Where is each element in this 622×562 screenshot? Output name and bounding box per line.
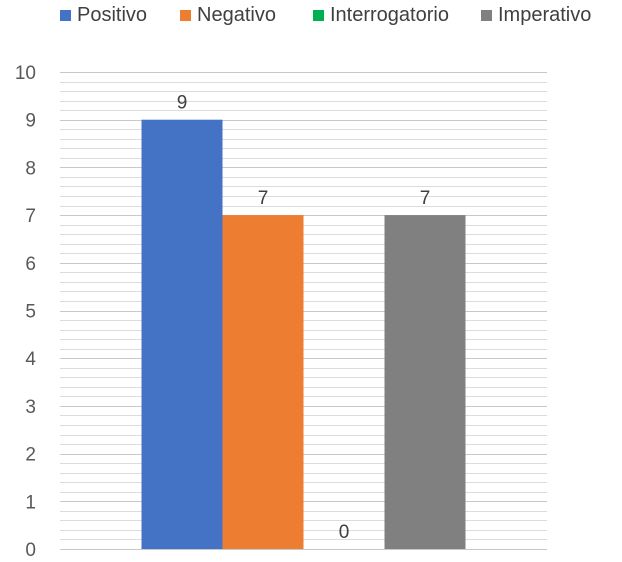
bar-negativo: [222, 215, 304, 549]
legend-swatch-positivo: [60, 10, 71, 21]
legend: Positivo Negativo Interrogatorio Imperat…: [0, 4, 622, 32]
legend-swatch-negativo: [180, 10, 191, 21]
data-label-positivo: 9: [177, 93, 188, 114]
y-tick-label: 5: [25, 302, 36, 323]
y-tick-label: 9: [25, 111, 36, 132]
bar-positivo: [141, 119, 223, 549]
y-tick-label: 3: [25, 397, 36, 418]
y-tick-label: 0: [25, 540, 36, 561]
y-tick-label: 7: [25, 206, 36, 227]
legend-item-negativo: Negativo: [180, 4, 276, 27]
bar-imperativo: [384, 215, 466, 549]
legend-label-negativo: Negativo: [197, 4, 276, 26]
y-tick-label: 10: [15, 63, 36, 84]
legend-item-positivo: Positivo: [60, 4, 147, 27]
bars: [141, 119, 466, 549]
y-tick-label: 6: [25, 254, 36, 275]
data-label-interrogatorio: 0: [339, 522, 350, 543]
data-label-negativo: 7: [258, 188, 269, 209]
legend-label-imperativo: Imperativo: [498, 4, 592, 26]
data-labels: 9 7 0 7: [177, 93, 431, 543]
y-axis-ticks: 0 1 2 3 4 5 6 7 8 9 10: [15, 63, 37, 561]
data-label-imperativo: 7: [420, 188, 431, 209]
legend-item-imperativo: Imperativo: [481, 4, 591, 27]
legend-swatch-imperativo: [481, 10, 492, 21]
legend-label-positivo: Positivo: [77, 4, 148, 26]
y-tick-label: 1: [25, 492, 36, 513]
y-tick-label: 8: [25, 158, 36, 179]
y-tick-label: 2: [25, 445, 36, 466]
legend-label-interrogatorio: Interrogatorio: [330, 4, 449, 26]
legend-swatch-interrogatorio: [313, 10, 324, 21]
y-tick-label: 4: [25, 349, 36, 370]
legend-item-interrogatorio: Interrogatorio: [313, 4, 449, 27]
